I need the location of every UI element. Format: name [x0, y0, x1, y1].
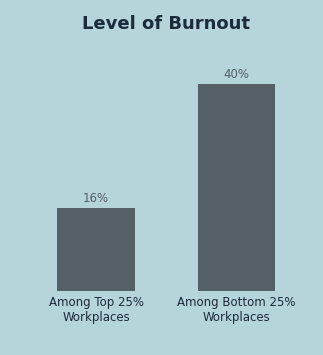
Title: Level of Burnout: Level of Burnout: [82, 15, 250, 33]
Bar: [198, 84, 275, 291]
Text: 40%: 40%: [224, 68, 250, 81]
Bar: [57, 208, 135, 291]
Text: 16%: 16%: [83, 192, 109, 205]
